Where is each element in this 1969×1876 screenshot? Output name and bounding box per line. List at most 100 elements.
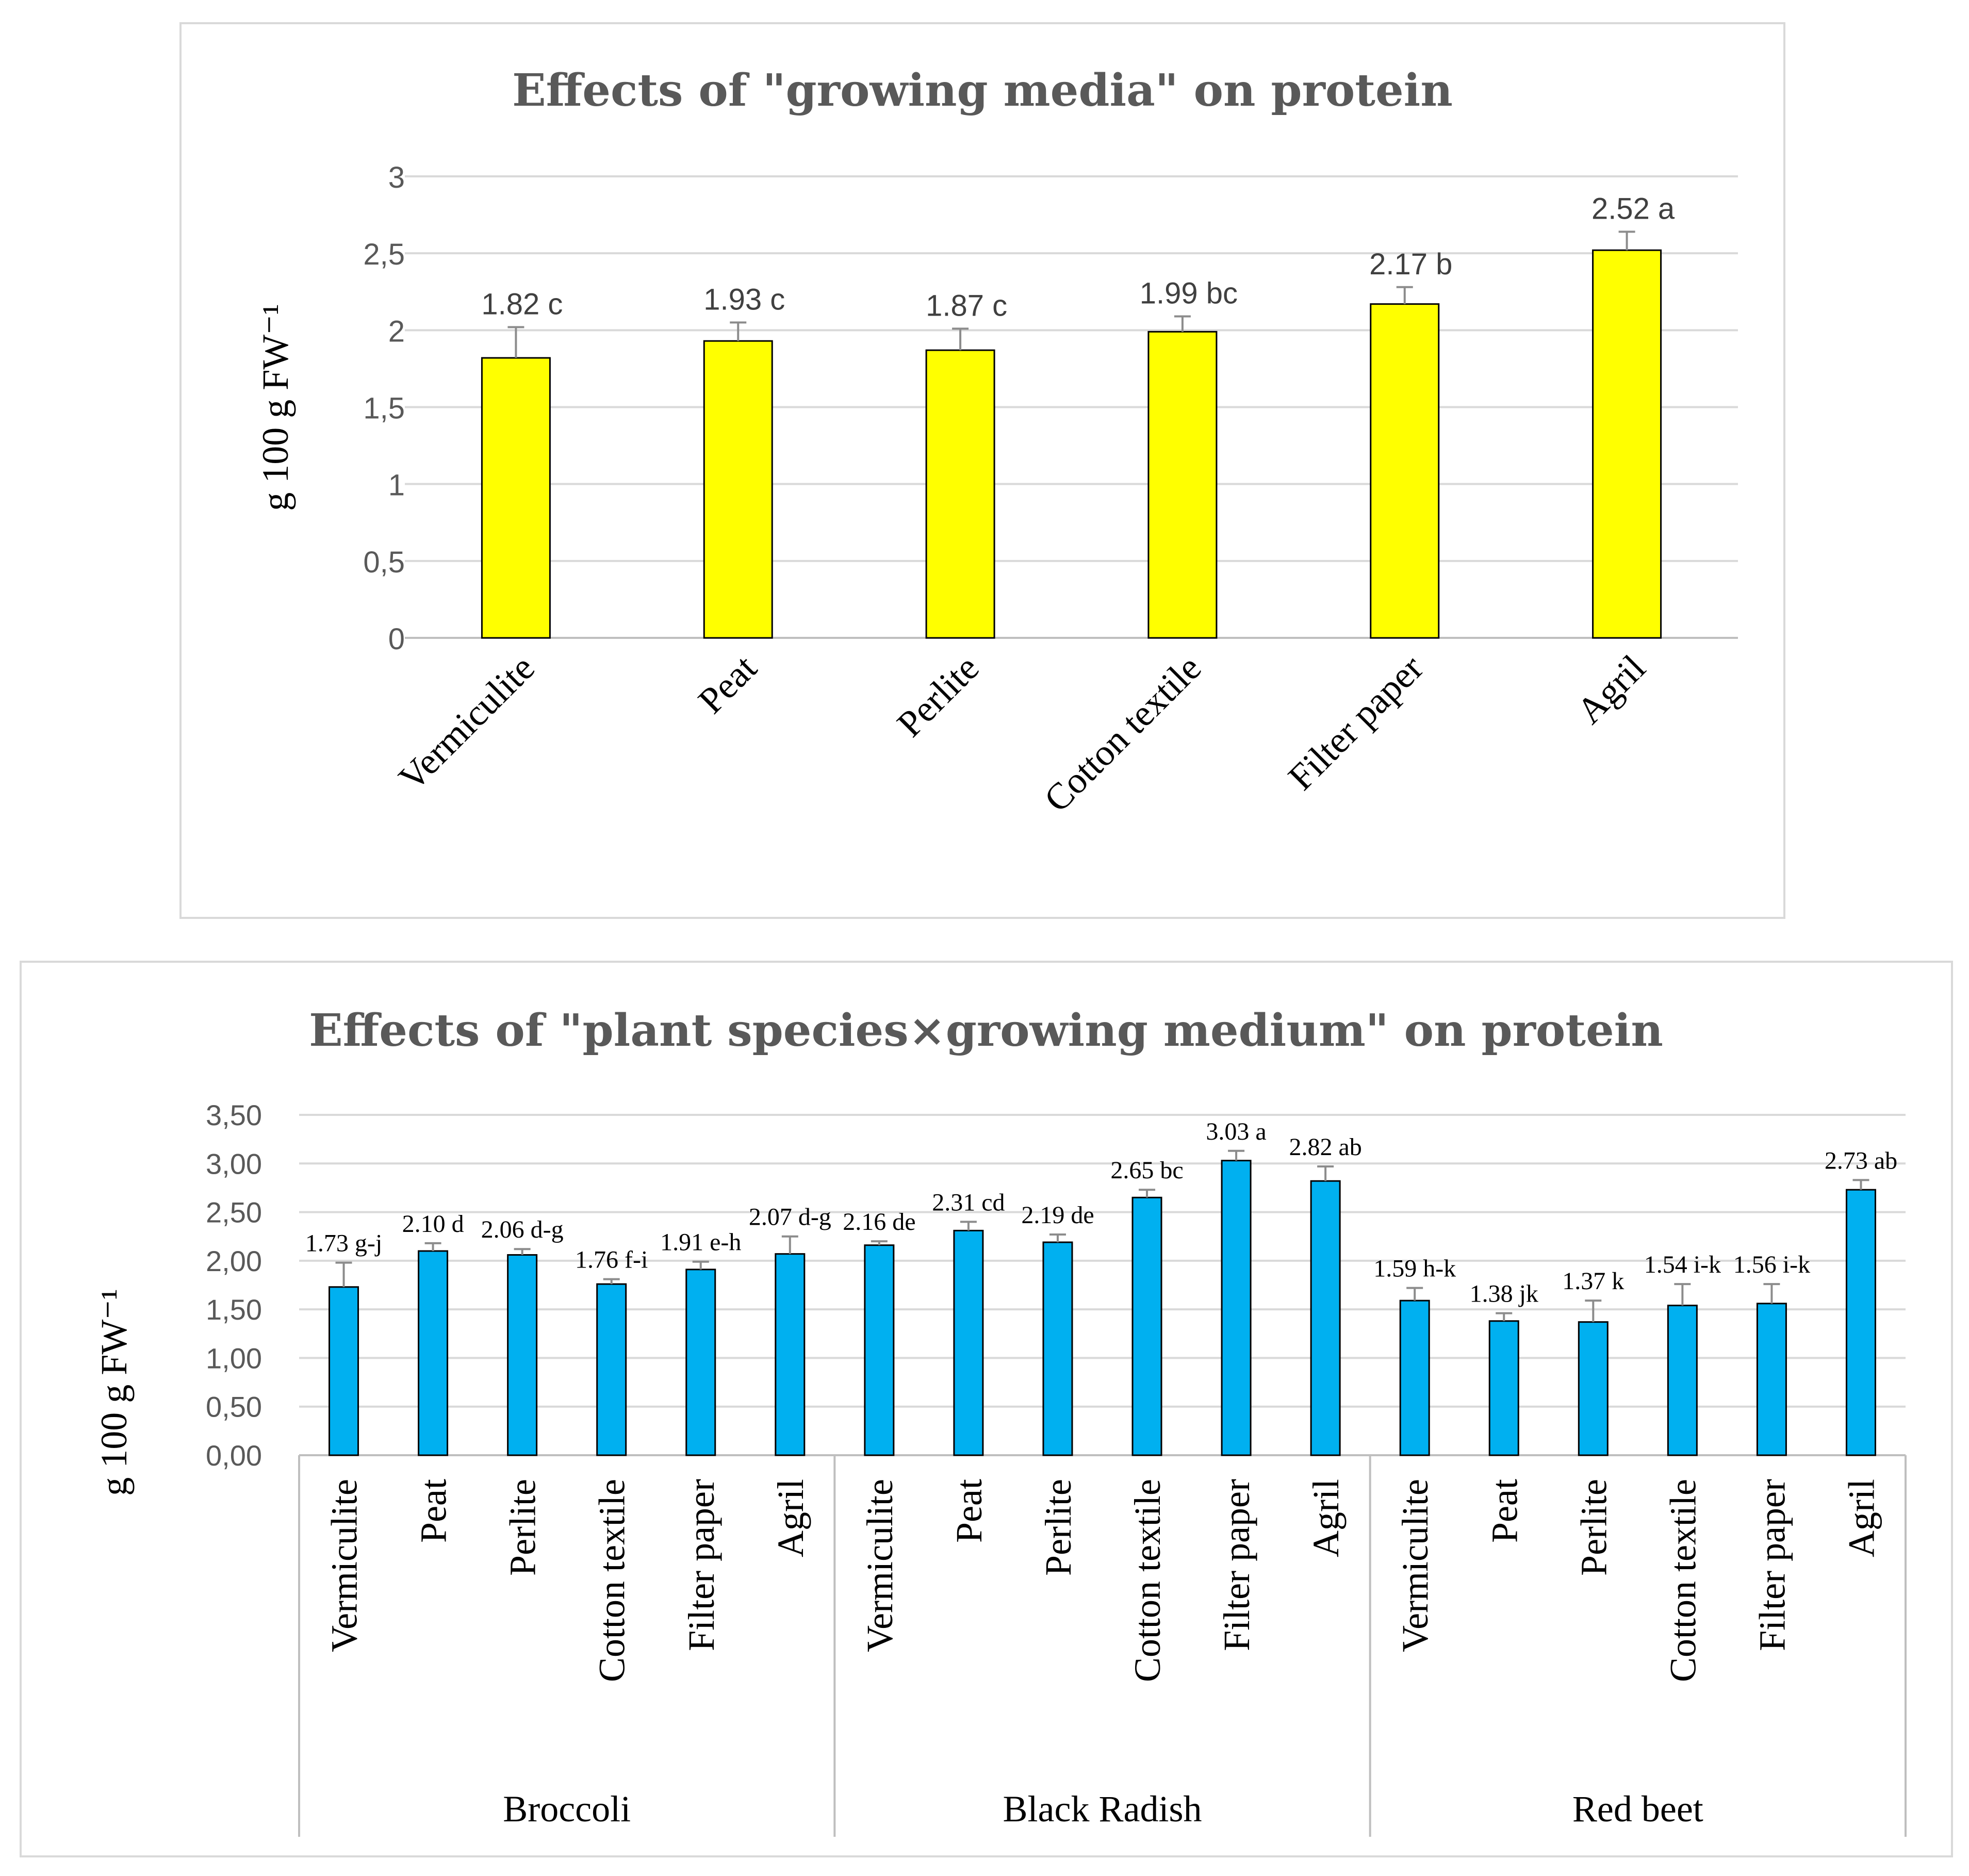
x-category-label: Cotton textile: [1127, 1479, 1168, 1682]
bar: [1488, 1320, 1519, 1456]
data-label: 2.82 ab: [1289, 1133, 1361, 1161]
data-label: 1.37 k: [1562, 1268, 1624, 1295]
error-bar: [1496, 1312, 1513, 1321]
error-bar: [1317, 1165, 1334, 1181]
x-category-label: Agril: [1305, 1479, 1347, 1557]
x-category-label: Peat: [1484, 1479, 1525, 1543]
data-label: 2.06 d-g: [481, 1216, 564, 1243]
y-tick-label: 0,5: [363, 546, 405, 579]
error-bar: [781, 1235, 798, 1254]
bar: [775, 1253, 806, 1456]
bar: [1756, 1303, 1787, 1456]
bar: [1845, 1189, 1876, 1456]
error-bar: [514, 1248, 531, 1255]
error-bar: [1228, 1149, 1245, 1161]
x-category-label: Vermiculite: [859, 1479, 900, 1652]
error-bar: [603, 1278, 620, 1285]
x-category-label: Filter paper: [1216, 1479, 1257, 1651]
bar: [864, 1244, 895, 1456]
error-bar: [1396, 286, 1413, 304]
bar: [1370, 303, 1440, 639]
y-tick-label: 3,50: [206, 1099, 262, 1131]
y-tick-label: 2,00: [206, 1245, 262, 1277]
error-bar: [730, 321, 747, 341]
bar: [953, 1229, 984, 1456]
data-label: 2.16 de: [843, 1208, 915, 1236]
data-label: 2.17 b: [1369, 248, 1452, 281]
y-tick-label: 2,50: [206, 1196, 262, 1229]
data-label: 1.82 c: [481, 287, 563, 321]
x-category-label: Peat: [948, 1479, 990, 1543]
data-label: 3.03 a: [1206, 1118, 1266, 1145]
y-tick-label: 1,00: [206, 1342, 262, 1374]
x-category-label: Perlite: [1038, 1479, 1079, 1576]
chart-2-ylabel: g 100 g FW⁻¹: [93, 1289, 135, 1496]
bar: [1578, 1321, 1609, 1456]
y-tick-label: 0,50: [206, 1391, 262, 1423]
error-bar: [1139, 1189, 1156, 1198]
error-bar: [335, 1261, 352, 1287]
bar: [418, 1250, 449, 1456]
error-bar: [960, 1221, 977, 1231]
chart-growing-media: Effects of "growing media" on protein 0 0…: [179, 22, 1785, 919]
bar: [703, 340, 773, 639]
y-tick-label: 1: [388, 469, 405, 502]
bar: [1310, 1180, 1341, 1456]
error-bar: [1049, 1233, 1066, 1243]
y-tick-label: 3: [388, 161, 405, 194]
error-bar: [1763, 1283, 1780, 1304]
error-bar: [424, 1242, 441, 1251]
data-label: 2.52 a: [1591, 192, 1675, 225]
error-bar: [1406, 1287, 1423, 1301]
x-category-label: Perlite: [502, 1479, 544, 1576]
data-label: 2.65 bc: [1110, 1157, 1183, 1184]
bar: [685, 1269, 716, 1456]
x-category-label: Filter paper: [1751, 1479, 1793, 1651]
error-bar: [1174, 315, 1191, 332]
data-label: 2.31 cd: [932, 1189, 1005, 1216]
error-bar: [692, 1260, 709, 1270]
x-category-label: Vermiculite: [1394, 1479, 1436, 1652]
x-category-label: Peat: [413, 1479, 454, 1543]
x-category-label: Agril: [1841, 1479, 1882, 1557]
x-category-label: Cotton textile: [1662, 1479, 1703, 1682]
error-bar: [952, 327, 969, 351]
y-tick-label: 2,5: [363, 238, 405, 271]
data-label: 2.73 ab: [1825, 1147, 1897, 1174]
x-category-label: Agril: [770, 1479, 811, 1557]
x-category-label: Vermiculite: [324, 1479, 365, 1652]
data-label: 1.73 g-j: [305, 1230, 382, 1257]
bar: [507, 1254, 538, 1456]
x-category-label: Perlite: [1573, 1479, 1614, 1576]
data-label: 1.76 f-i: [575, 1246, 648, 1274]
group-label: Red beet: [1572, 1788, 1703, 1830]
error-bar: [1674, 1283, 1691, 1306]
group-label: Black Radish: [1003, 1788, 1202, 1830]
x-category-label: Cotton textile: [592, 1479, 633, 1682]
data-label: 1.59 h-k: [1373, 1255, 1456, 1282]
bar: [596, 1283, 627, 1456]
data-label: 2.10 d: [402, 1210, 464, 1238]
bar: [329, 1286, 359, 1456]
bar: [1592, 249, 1662, 639]
bar: [1667, 1305, 1698, 1456]
group-label: Broccoli: [503, 1788, 631, 1830]
bar: [1131, 1196, 1162, 1456]
bar: [1399, 1299, 1430, 1456]
bar: [1221, 1160, 1252, 1456]
y-tick-label: 0: [388, 622, 405, 656]
chart-2-title: Effects of "plant species×growing medium…: [309, 1005, 1663, 1057]
error-bar: [871, 1240, 888, 1245]
data-label: 1.54 i-k: [1644, 1251, 1721, 1278]
x-category-label: Filter paper: [681, 1479, 722, 1651]
data-label: 1.87 c: [926, 289, 1007, 322]
chart-species-medium: Effects of "plant species×growing medium…: [20, 961, 1953, 1857]
data-label: 1.38 jk: [1470, 1280, 1538, 1308]
data-label: 1.56 i-k: [1733, 1251, 1810, 1278]
bar: [481, 357, 551, 639]
y-tick-label: 0,00: [206, 1439, 262, 1472]
chart-1-title: Effects of "growing media" on protein: [512, 64, 1453, 117]
bar: [1042, 1241, 1073, 1456]
data-label: 1.99 bc: [1140, 276, 1238, 310]
